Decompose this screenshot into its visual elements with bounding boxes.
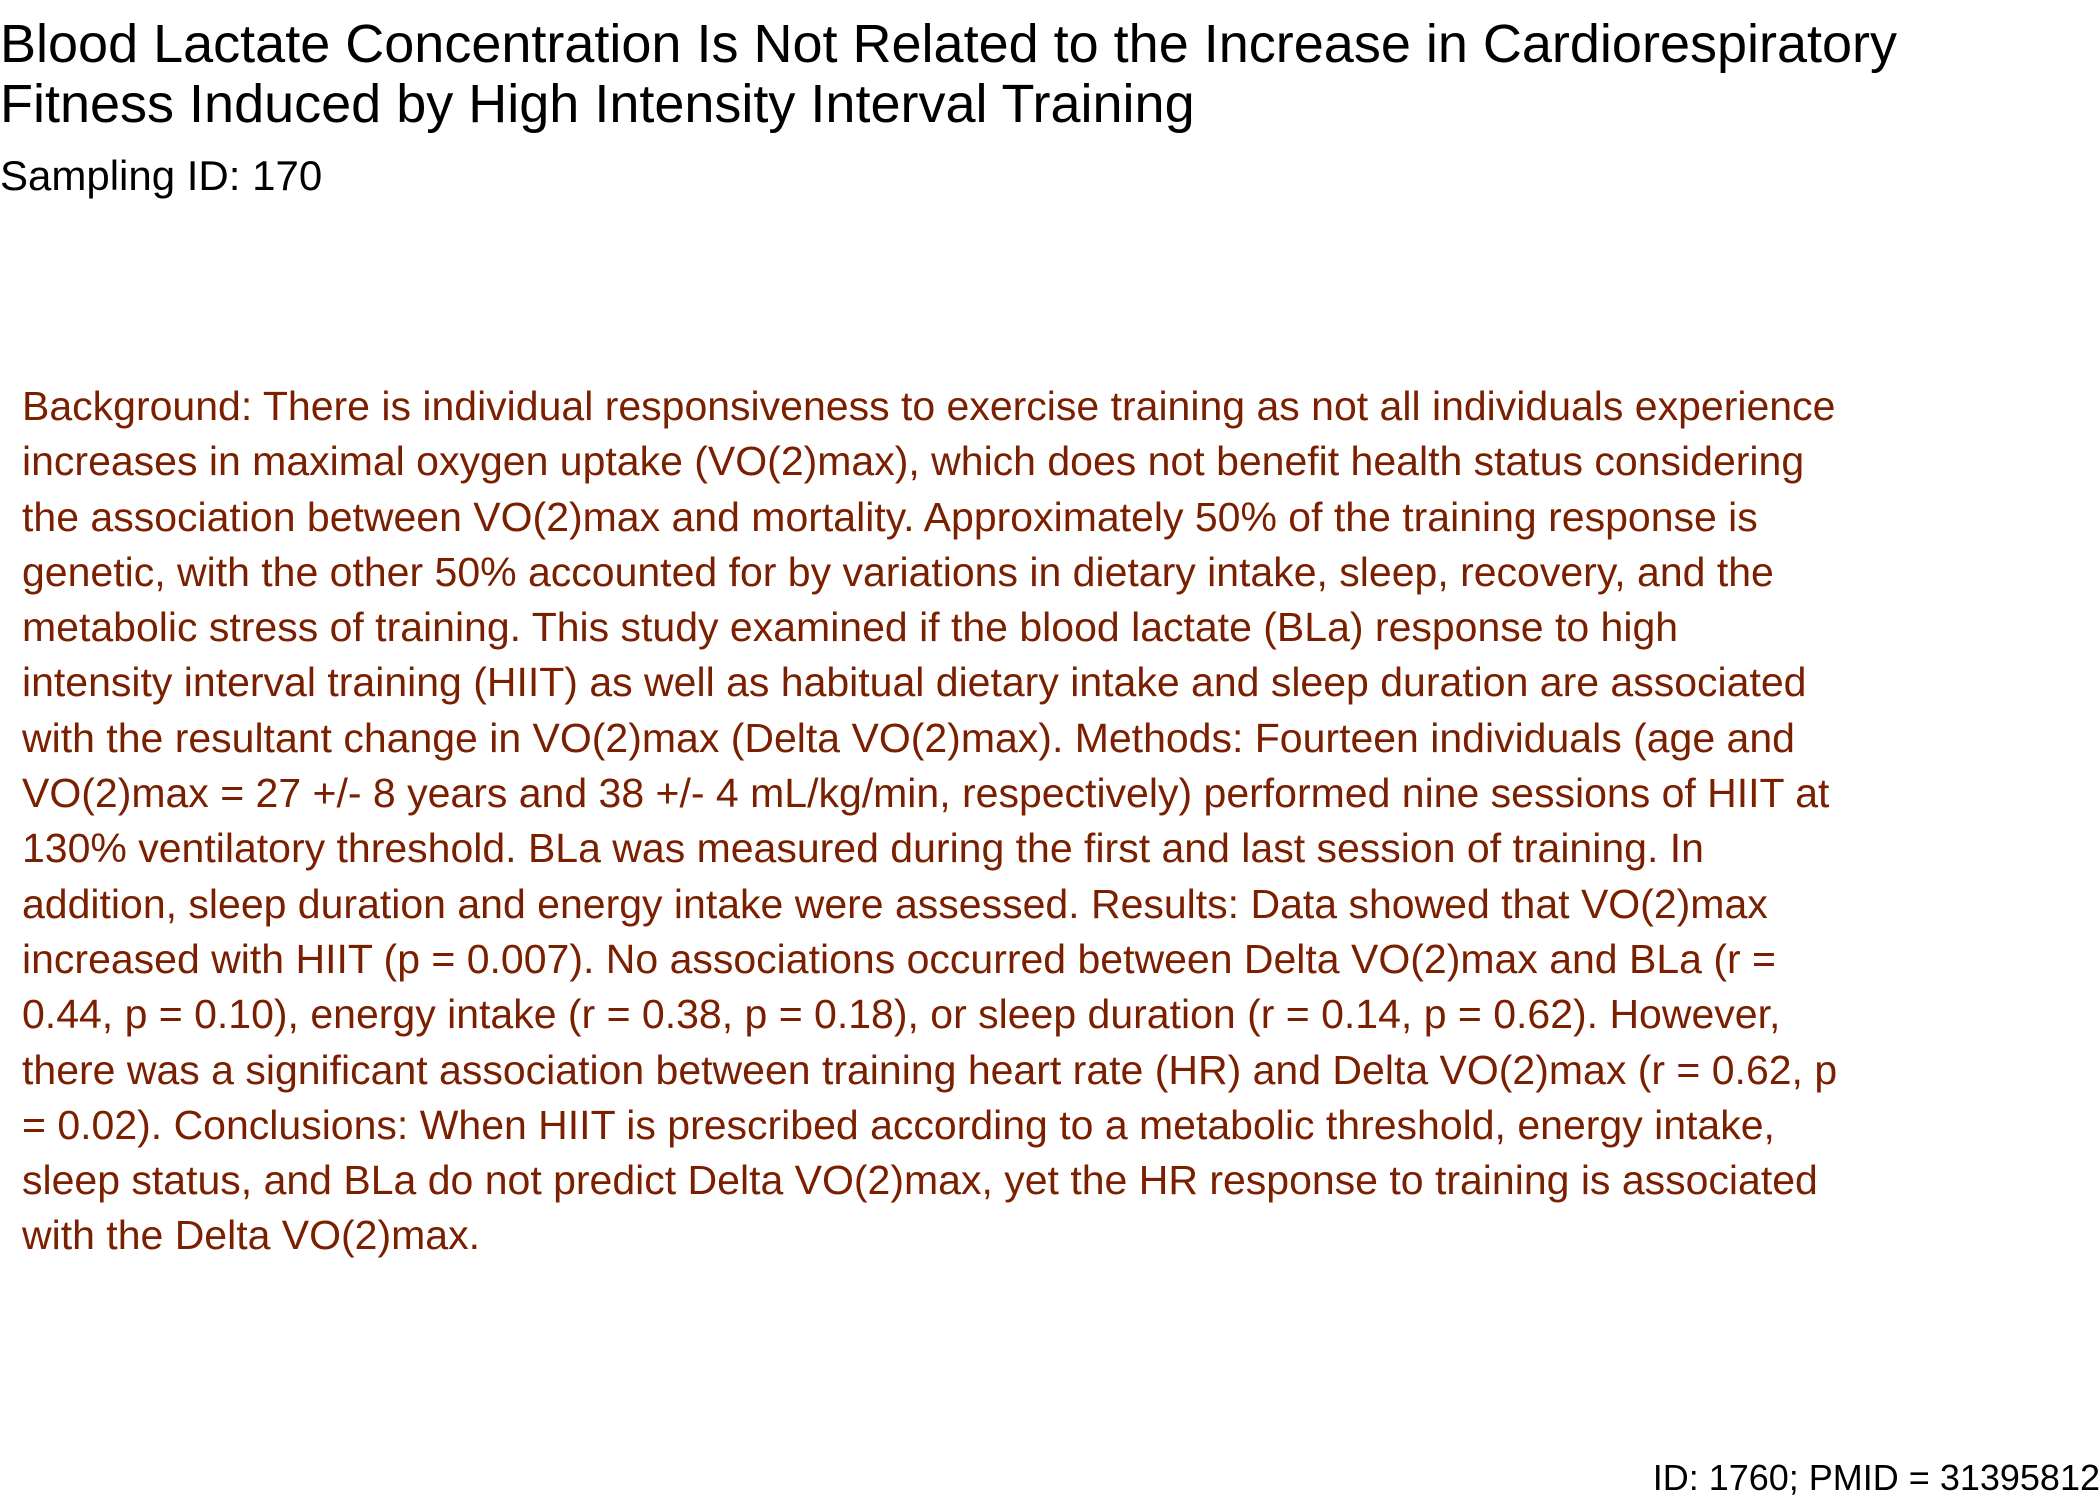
document-title: Blood Lactate Concentration Is Not Relat… <box>0 14 1898 134</box>
abstract-text: Background: There is individual responsi… <box>22 383 1838 1259</box>
document-id-footer: ID: 1760; PMID = 31395812 <box>1652 1457 2100 1498</box>
sampling-id: Sampling ID: 170 <box>0 152 323 199</box>
